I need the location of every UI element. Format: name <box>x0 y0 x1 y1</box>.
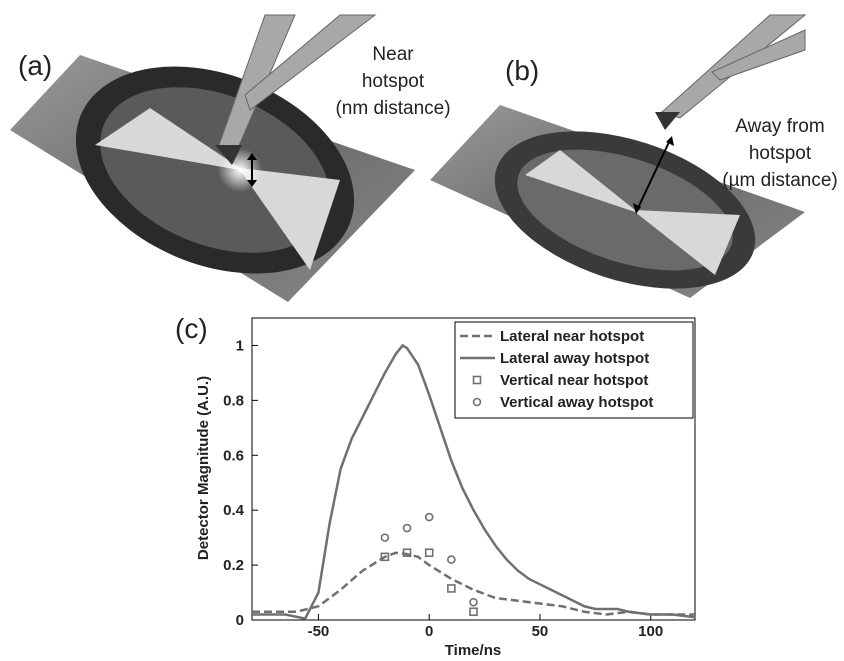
annotation: hotspot <box>362 71 425 92</box>
annotation: (µm distance) <box>722 170 837 191</box>
marker <box>402 548 412 558</box>
y-tick-label: 0.6 <box>223 447 244 464</box>
panel-label: (b) <box>505 55 539 86</box>
x-tick-label: -50 <box>308 623 330 640</box>
marker <box>472 397 482 407</box>
marker <box>469 607 478 617</box>
marker <box>402 523 412 533</box>
x-axis-label: Time/ns <box>445 642 501 659</box>
marker <box>380 533 390 542</box>
marker <box>469 597 478 607</box>
annotation: Away from <box>735 116 824 137</box>
annotation: Near <box>372 44 414 65</box>
annotation: (nm distance) <box>335 98 450 119</box>
series-line <box>252 343 696 621</box>
legend-box <box>454 321 694 419</box>
x-tick-label: 0 <box>425 623 433 640</box>
legend-label: Lateral near hotspot <box>500 328 644 345</box>
marker <box>424 548 434 558</box>
marker <box>447 555 456 564</box>
marker <box>447 584 456 593</box>
series-line <box>252 551 695 616</box>
x-tick-label: 100 <box>638 623 663 640</box>
afm-image-b <box>430 14 807 298</box>
legend-label: Vertical away hotspot <box>500 394 653 411</box>
y-tick-label: 1 <box>236 337 244 354</box>
annotation: hotspot <box>749 143 812 164</box>
y-tick-label: 0.2 <box>223 557 244 574</box>
afm-image-a <box>10 14 415 302</box>
y-tick-label: 0.4 <box>223 502 245 519</box>
marker <box>380 552 390 562</box>
plot-frame <box>251 317 696 621</box>
y-axis-label: Detector Magnitude (A.U.) <box>195 376 212 560</box>
y-tick-label: 0 <box>236 612 244 629</box>
y-tick-label: 0.8 <box>223 392 244 409</box>
legend-label: Vertical near hotspot <box>500 372 648 389</box>
marker <box>472 375 482 385</box>
panel-label: (c) <box>175 313 208 344</box>
panel-label: (a) <box>18 50 52 81</box>
legend-label: Lateral away hotspot <box>500 350 649 367</box>
x-tick-label: 50 <box>532 623 549 640</box>
marker <box>424 512 434 522</box>
